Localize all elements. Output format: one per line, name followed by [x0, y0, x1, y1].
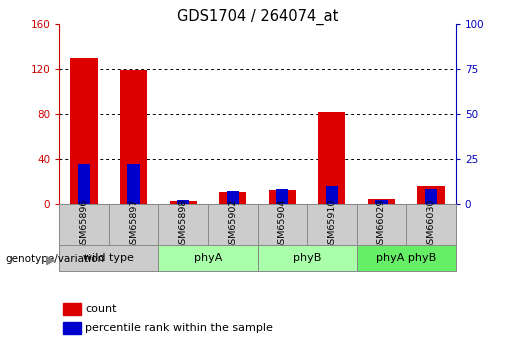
Bar [219, 193, 246, 204]
Text: GSM65910: GSM65910 [328, 199, 336, 250]
Text: GSM65902: GSM65902 [228, 199, 237, 250]
Bar [71, 58, 98, 204]
Bar [406, 204, 456, 247]
Text: genotype/variation: genotype/variation [5, 255, 104, 264]
Bar [208, 204, 258, 247]
Text: phyA: phyA [194, 253, 222, 263]
Bar [425, 189, 437, 204]
Text: GDS1704 / 264074_at: GDS1704 / 264074_at [177, 9, 338, 25]
Bar [258, 245, 356, 271]
Bar [78, 164, 90, 204]
Bar [169, 201, 197, 204]
Bar [177, 200, 190, 204]
Text: phyA phyB: phyA phyB [376, 253, 436, 263]
Text: GSM65898: GSM65898 [179, 199, 187, 250]
Bar [368, 199, 395, 204]
Bar [318, 112, 346, 204]
Bar [120, 70, 147, 204]
Bar [227, 191, 239, 204]
Bar [356, 245, 456, 271]
Text: ▶: ▶ [46, 253, 56, 266]
Bar [59, 204, 109, 247]
Bar [269, 190, 296, 204]
Text: GSM65904: GSM65904 [278, 199, 287, 250]
Text: phyB: phyB [293, 253, 321, 263]
Bar [109, 204, 159, 247]
Bar [63, 322, 81, 334]
Text: GSM65896: GSM65896 [79, 199, 89, 250]
Bar [59, 245, 159, 271]
Text: wild type: wild type [83, 253, 134, 263]
Text: GSM66030: GSM66030 [426, 198, 436, 250]
Text: GSM65897: GSM65897 [129, 199, 138, 250]
Text: percentile rank within the sample: percentile rank within the sample [85, 323, 273, 333]
Bar [375, 200, 388, 204]
Bar [276, 189, 288, 204]
Bar [417, 186, 444, 204]
Bar [159, 204, 208, 247]
Text: GSM66029: GSM66029 [377, 199, 386, 250]
Bar [63, 303, 81, 315]
Text: count: count [85, 304, 116, 314]
Bar [127, 164, 140, 204]
Bar [307, 204, 356, 247]
Bar [325, 186, 338, 204]
Bar [258, 204, 307, 247]
Bar [356, 204, 406, 247]
Bar [159, 245, 258, 271]
